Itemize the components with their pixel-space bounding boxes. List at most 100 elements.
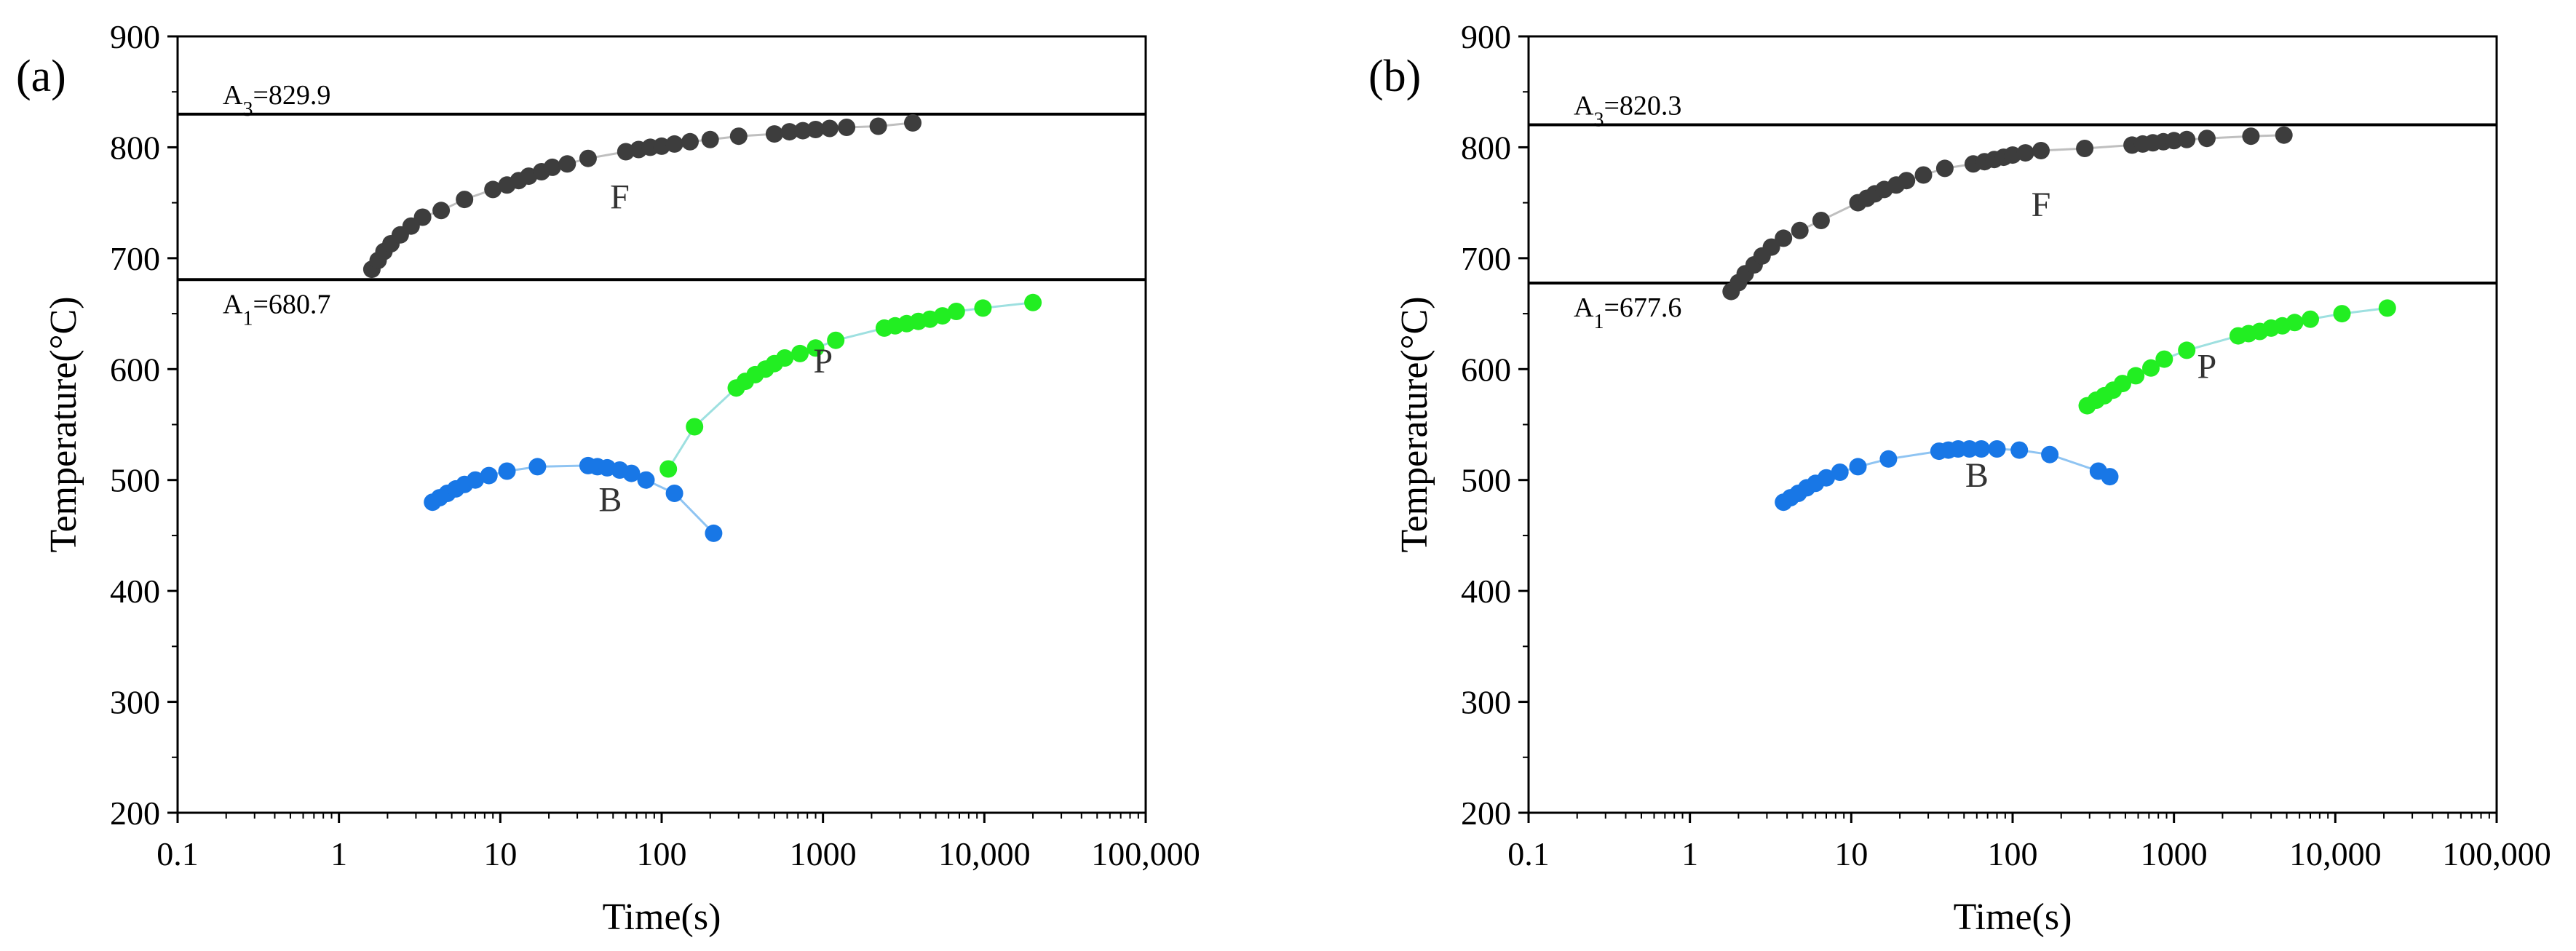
data-point-f: [579, 149, 597, 167]
data-point-p: [2142, 359, 2160, 377]
series-line-p: [2086, 306, 2387, 407]
data-point-b: [480, 466, 498, 485]
data-point-f: [1775, 229, 1793, 247]
data-point-p: [807, 339, 825, 357]
data-point-f: [2178, 130, 2196, 148]
x-tick-label: 10,000: [2289, 835, 2382, 872]
y-tick-label: 400: [110, 573, 160, 610]
x-axis-title: Time(s): [603, 896, 721, 938]
data-point-f: [2076, 140, 2094, 157]
data-point-f: [765, 125, 783, 143]
data-point-b: [1879, 450, 1898, 468]
data-point-p: [2114, 375, 2131, 393]
y-tick-label: 500: [110, 462, 160, 499]
reference-label-main: A: [223, 289, 243, 319]
data-point-p: [974, 299, 992, 317]
data-point-f: [558, 155, 576, 173]
data-point-f: [1791, 221, 1809, 239]
data-point-b: [2041, 445, 2059, 463]
data-point-p: [2333, 305, 2351, 323]
data-point-p: [947, 303, 965, 320]
phase-label-b: B: [1965, 456, 1989, 495]
x-tick-label: 1000: [790, 835, 857, 872]
x-axis-title: Time(s): [1954, 896, 2072, 938]
data-point-p: [933, 307, 951, 325]
data-point-f: [838, 119, 856, 136]
data-point-f: [432, 202, 451, 220]
reference-label-subscript: 1: [1593, 311, 1604, 333]
series-line-p: [667, 301, 1034, 470]
data-point-b: [665, 485, 683, 502]
y-tick-label: 600: [110, 351, 160, 388]
reference-label-main: A: [223, 80, 243, 111]
data-point-f: [869, 117, 887, 135]
data-point-f: [794, 122, 812, 140]
data-point-b: [2010, 441, 2029, 459]
data-point-f: [2242, 127, 2260, 146]
data-point-f: [1812, 212, 1830, 229]
data-point-f: [543, 158, 561, 176]
reference-label-a1: A1=680.7: [223, 289, 330, 330]
data-point-f: [807, 121, 825, 138]
reference-label-subscript: 3: [242, 98, 253, 120]
data-point-p: [791, 344, 809, 362]
y-tick-label: 200: [1461, 795, 1511, 832]
data-point-p: [2127, 367, 2145, 385]
y-tick-label: 800: [1461, 129, 1511, 166]
data-point-b: [1973, 440, 1990, 458]
y-tick-label: 300: [110, 684, 160, 721]
y-tick-label: 300: [1461, 684, 1511, 721]
data-point-f: [1762, 238, 1780, 256]
phase-label-p: P: [813, 342, 833, 381]
y-tick-label: 800: [110, 129, 160, 166]
x-tick-label: 0.1: [156, 835, 199, 872]
reference-label-value: =829.9: [253, 80, 330, 111]
reference-label-a3: A3=820.3: [1574, 90, 1681, 131]
reference-label-value: =680.7: [253, 289, 330, 319]
data-point-b: [2101, 468, 2119, 486]
reference-label-subscript: 3: [1593, 108, 1604, 131]
y-tick-label: 900: [1461, 18, 1511, 55]
phase-label-b: B: [598, 480, 622, 519]
data-point-p: [2178, 341, 2196, 359]
data-point-p: [2286, 314, 2304, 332]
data-point-b: [467, 471, 484, 489]
data-point-f: [2197, 130, 2216, 148]
chart-panel-b: (b) 200 300 400 500 600 700 800 900 0.1 1 10 100 1000…: [1368, 18, 2551, 938]
y-axis-title: Temperature(°C): [43, 296, 84, 552]
y-axis-title: Temperature(°C): [1394, 296, 1435, 552]
data-point-f: [2165, 132, 2183, 150]
data-point-f: [904, 114, 922, 132]
chart-panel-a: (a) 200 300 400 500 600 700 800 900 0.1 1 10 100 1000…: [16, 18, 1200, 938]
reference-label-value: =677.6: [1604, 293, 1681, 323]
x-tick-label: 100: [637, 835, 687, 872]
data-point-f: [1914, 166, 1933, 184]
data-point-f: [2016, 144, 2034, 162]
data-point-p: [2378, 299, 2396, 317]
phase-label-p: P: [2197, 347, 2217, 386]
data-point-b: [1818, 469, 1835, 487]
x-tick-label: 1000: [2141, 835, 2208, 872]
data-point-f: [1935, 159, 1954, 178]
data-point-b: [637, 471, 655, 489]
x-tick-label: 10: [1834, 835, 1868, 872]
data-point-f: [780, 123, 798, 141]
data-point-b: [622, 464, 641, 482]
reference-label-value: =820.3: [1604, 90, 1681, 121]
y-tick-label: 900: [110, 18, 160, 55]
x-tick-label: 10: [483, 835, 517, 872]
x-tick-label: 100,000: [1091, 835, 1200, 872]
data-point-f: [820, 119, 839, 138]
data-point-p: [2302, 310, 2319, 328]
data-point-f: [484, 180, 502, 199]
x-tick-label: 1: [330, 835, 347, 872]
data-point-f: [729, 127, 748, 146]
panel-label: (b): [1368, 52, 1421, 101]
data-point-b: [528, 458, 547, 476]
phase-label-f: F: [2032, 186, 2051, 224]
x-tick-label: 1: [1681, 835, 1698, 872]
data-point-f: [2032, 142, 2050, 159]
data-point-p: [686, 418, 704, 436]
y-tick-label: 200: [110, 795, 160, 832]
